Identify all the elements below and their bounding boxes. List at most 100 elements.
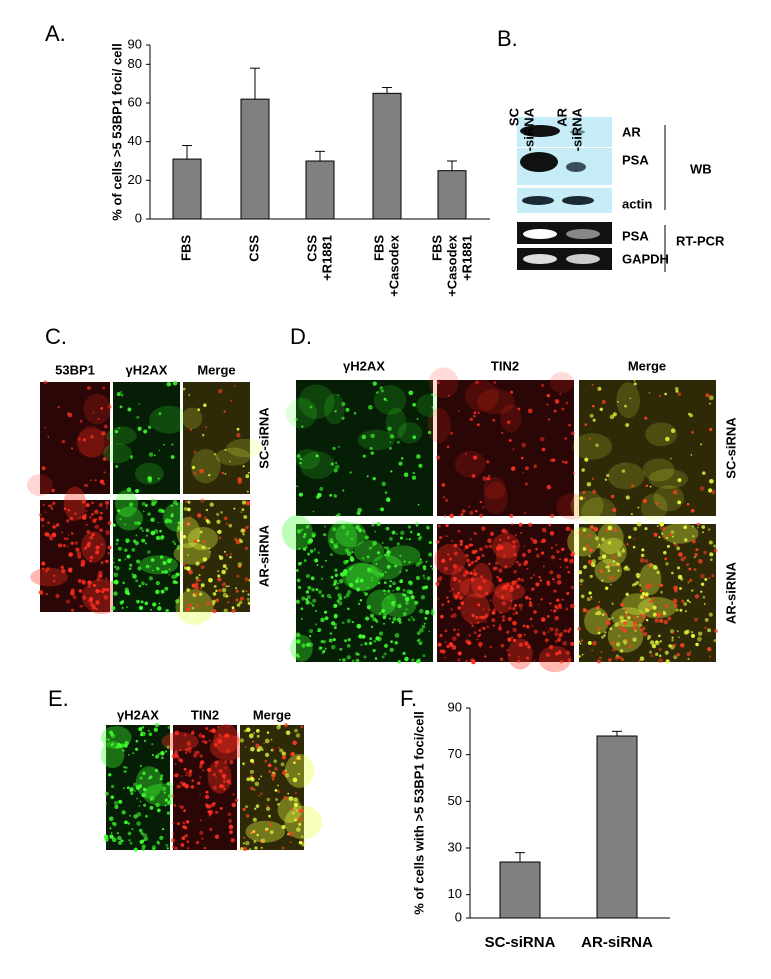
focus	[168, 568, 171, 571]
focus	[609, 583, 612, 586]
focus	[99, 528, 104, 533]
focus	[300, 607, 304, 610]
focus	[381, 542, 384, 544]
focus	[366, 605, 371, 610]
y-tick-label: 50	[448, 793, 462, 808]
focus	[247, 471, 250, 474]
focus	[294, 417, 298, 421]
focus	[298, 840, 303, 845]
focus	[266, 731, 270, 734]
focus	[104, 837, 109, 842]
focus	[659, 640, 662, 643]
focus	[47, 521, 51, 525]
focus	[171, 754, 177, 759]
focus	[635, 572, 641, 578]
focus	[591, 477, 595, 481]
focus	[135, 739, 139, 743]
focus	[231, 608, 236, 613]
focus	[185, 774, 188, 777]
focus	[342, 489, 345, 492]
focus	[124, 523, 127, 526]
nucleus	[324, 393, 345, 425]
focus	[607, 540, 612, 545]
focus	[331, 621, 336, 626]
x-tick-label: CSS	[304, 235, 319, 262]
focus	[554, 639, 558, 643]
focus	[320, 577, 324, 581]
focus	[237, 562, 243, 567]
focus	[510, 599, 513, 602]
focus	[249, 831, 252, 834]
focus	[507, 653, 511, 657]
focus	[611, 641, 615, 645]
focus	[222, 564, 227, 568]
focus	[274, 767, 278, 771]
focus	[644, 527, 648, 531]
focus	[160, 774, 164, 778]
focus	[590, 562, 596, 567]
focus	[324, 525, 327, 528]
focus	[422, 574, 425, 577]
focus	[204, 740, 208, 744]
focus	[658, 536, 661, 539]
focus	[199, 776, 202, 779]
focus	[691, 539, 696, 544]
focus	[160, 535, 165, 539]
error-bar	[515, 852, 525, 862]
focus	[583, 565, 587, 569]
focus	[105, 577, 108, 580]
focus	[52, 579, 56, 583]
blot-column-label: AR	[554, 107, 569, 126]
focus	[566, 592, 569, 595]
focus	[209, 827, 213, 831]
focus	[392, 589, 395, 592]
focus	[387, 589, 391, 593]
focus	[154, 722, 160, 728]
focus	[129, 841, 133, 845]
focus	[452, 564, 458, 569]
focus	[552, 577, 555, 581]
focus	[469, 538, 472, 541]
focus	[385, 546, 390, 551]
focus	[116, 742, 121, 747]
focus	[378, 631, 384, 636]
focus	[134, 747, 139, 751]
focus	[394, 564, 397, 568]
focus	[224, 472, 227, 475]
focus	[107, 552, 111, 555]
focus	[193, 539, 197, 543]
focus	[105, 802, 107, 805]
focus	[264, 759, 268, 763]
focus	[457, 529, 461, 533]
focus	[186, 607, 191, 612]
focus	[175, 599, 180, 604]
focus	[459, 539, 463, 544]
focus	[193, 753, 198, 758]
focus	[258, 794, 261, 797]
focus	[248, 848, 252, 851]
focus	[196, 604, 200, 607]
focus	[245, 805, 249, 809]
focus	[470, 560, 475, 565]
focus	[133, 814, 138, 819]
focus	[198, 573, 201, 577]
focus	[458, 595, 464, 601]
focus	[121, 600, 125, 604]
nucleus	[454, 450, 486, 478]
focus	[634, 583, 637, 586]
focus	[714, 629, 718, 633]
focus	[91, 513, 94, 516]
focus	[245, 501, 251, 506]
focus	[662, 611, 667, 616]
focus	[707, 628, 712, 633]
focus	[289, 832, 293, 837]
focus	[641, 592, 646, 596]
focus	[477, 411, 480, 415]
focus	[369, 446, 373, 450]
focus	[247, 593, 250, 596]
focus	[164, 750, 168, 753]
focus	[181, 784, 184, 787]
focus	[695, 548, 699, 552]
focus	[601, 613, 605, 616]
focus	[57, 405, 60, 409]
